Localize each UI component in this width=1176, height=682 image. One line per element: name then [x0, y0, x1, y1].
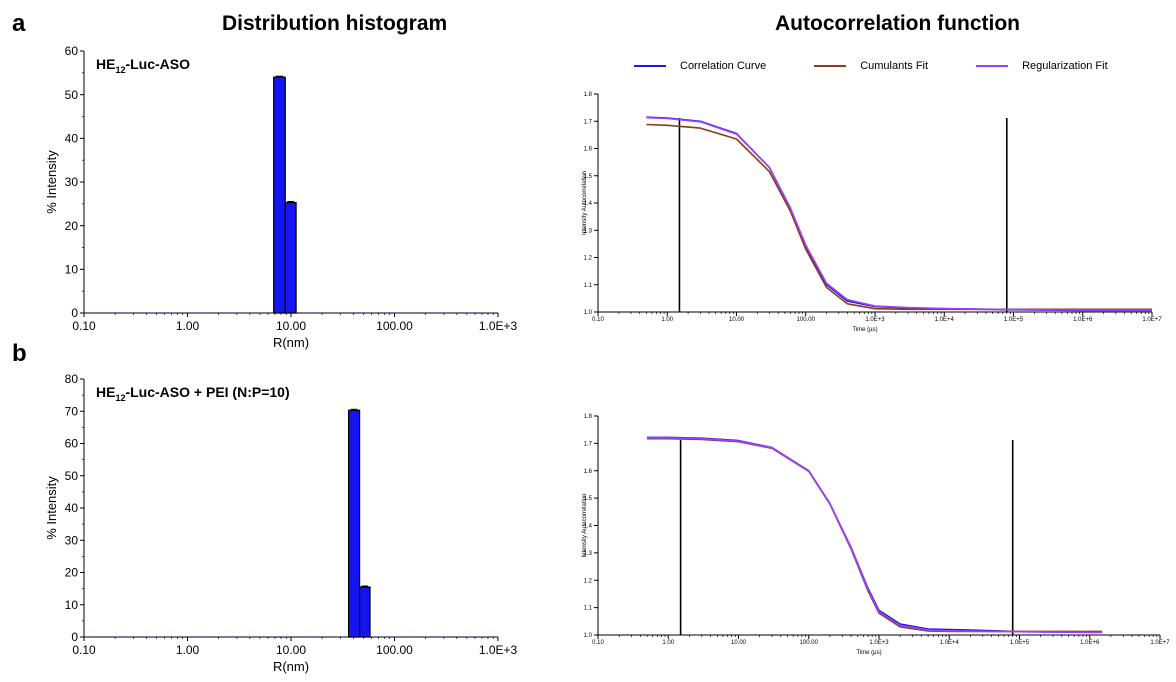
y-tick-label: 1.2: [584, 256, 593, 262]
x-axis-label: Time (µs): [856, 650, 881, 656]
x-tick-label: 0.10: [72, 319, 96, 333]
y-tick-label: 1.5: [584, 174, 593, 180]
panel-letter-b: b: [12, 340, 27, 367]
y-tick-label: 50: [65, 88, 79, 102]
y-tick-label: 1.5: [584, 496, 593, 502]
histogram-bar: [347, 409, 361, 638]
y-axis-label: % Intensity: [44, 150, 59, 214]
series-line: [646, 123, 1152, 311]
x-tick-label: 1.00: [176, 319, 200, 333]
legend-item-correlation-curve: Correlation Curve: [634, 60, 766, 72]
y-tick-label: 10: [65, 598, 79, 612]
y-tick-label: 1.6: [584, 469, 593, 475]
y-axis-label: Intensity Autocorrelation: [582, 171, 588, 235]
distribution-histogram-title: Distribution histogram: [222, 12, 448, 35]
autocorrelation-title: Autocorrelation function: [775, 12, 1020, 35]
x-tick-label: 1.00: [661, 317, 673, 323]
x-tick-label: 1.00: [176, 643, 200, 657]
histogram-bar: [358, 586, 371, 638]
y-axis-label: Intensity Autocorrelation: [582, 493, 588, 557]
panel-letter-a: a: [12, 10, 26, 37]
sample-annotation: HE12-Luc-ASO + PEI (N:P=10): [96, 384, 290, 403]
y-tick-label: 1.0: [584, 633, 593, 639]
y-tick-label: 1.6: [584, 147, 593, 153]
y-tick-label: 1.0: [584, 310, 593, 316]
x-tick-label: 1.0E+5: [1010, 640, 1030, 646]
x-axis-label: R(nm): [273, 335, 309, 350]
x-tick-label: 10.00: [731, 640, 747, 646]
legend-label: Cumulants Fit: [860, 60, 929, 72]
y-tick-label: 1.1: [584, 283, 593, 289]
x-tick-label: 100.00: [376, 319, 413, 333]
x-tick-label: 1.00: [662, 640, 674, 646]
series-line: [646, 116, 1152, 311]
x-tick-label: 1.0E+4: [935, 317, 955, 323]
series-line: [647, 437, 1103, 634]
x-axis-label: Time (µs): [852, 327, 877, 333]
y-tick-label: 40: [65, 132, 79, 146]
legend-swatch: [634, 65, 666, 67]
sample-annotation: HE12-Luc-ASO: [96, 56, 190, 75]
y-tick-label: 70: [65, 404, 79, 418]
x-tick-label: 1.0E+5: [1004, 317, 1024, 323]
y-tick-label: 60: [65, 44, 79, 58]
y-tick-label: 30: [65, 533, 79, 547]
x-tick-label: 1.0E+3: [865, 317, 885, 323]
y-tick-label: 50: [65, 469, 79, 483]
y-tick-label: 60: [65, 437, 79, 451]
x-tick-label: 100.00: [797, 317, 816, 323]
y-tick-label: 30: [65, 175, 79, 189]
x-tick-label: 1.0E+3: [479, 643, 518, 657]
histogram-bar: [284, 201, 297, 314]
x-tick-label: 1.0E+6: [1073, 317, 1093, 323]
legend-swatch: [814, 65, 847, 67]
y-tick-label: 10: [65, 263, 79, 277]
x-tick-label: 0.10: [72, 643, 96, 657]
legend-swatch: [976, 65, 1009, 67]
y-tick-label: 20: [65, 566, 79, 580]
histogram-b: 0.10 1.00 10.00 100.00 1.0E+3 0 10 20 30 40 50 60 70…: [44, 372, 518, 674]
x-tick-label: 100.00: [376, 643, 413, 657]
y-tick-label: 1.4: [584, 201, 593, 207]
histogram-bar: [273, 76, 286, 314]
x-axis-label: R(nm): [273, 659, 309, 674]
x-tick-label: 10.00: [276, 643, 306, 657]
chart-legend: Correlation Curve Cumulants Fit Regulari…: [634, 60, 1156, 72]
x-tick-label: 1.0E+3: [869, 640, 889, 646]
y-tick-label: 1.4: [584, 524, 593, 530]
x-tick-label: 0.10: [592, 317, 604, 323]
y-tick-label: 1.8: [584, 414, 593, 420]
histogram-a: 0.10 1.00 10.00 100.00 1.0E+3 0 10 20 30 40 50 60 R(…: [44, 44, 518, 350]
x-tick-label: 10.00: [276, 319, 306, 333]
y-tick-label: 1.3: [584, 228, 593, 234]
y-tick-label: 1.7: [584, 441, 593, 447]
autocorrelation-b: 0.10 1.00 10.00 100.00 1.0E+3 1.0E+4 1.0E+5 1.0…: [582, 414, 1170, 656]
y-tick-label: 1.8: [584, 92, 593, 98]
y-tick-label: 0: [71, 630, 78, 644]
x-tick-label: 100.00: [800, 640, 819, 646]
legend-item-regularization-fit: Regularization Fit: [976, 60, 1108, 72]
x-tick-label: 0.10: [592, 640, 604, 646]
legend-label: Regularization Fit: [1022, 60, 1108, 72]
y-tick-label: 40: [65, 501, 79, 515]
y-tick-label: 0: [71, 306, 78, 320]
x-tick-label: 1.0E+3: [479, 319, 518, 333]
x-tick-label: 10.00: [729, 317, 745, 323]
autocorrelation-a: 0.10 1.00 10.00 100.00 1.0E+3 1.0E+4 1.0E+5 1.0…: [582, 92, 1162, 333]
y-tick-label: 1.1: [584, 606, 593, 612]
y-tick-label: 1.2: [584, 578, 593, 584]
legend-item-cumulants-fit: Cumulants Fit: [814, 60, 928, 72]
x-tick-label: 1.0E+7: [1142, 317, 1162, 323]
series-line: [646, 116, 1152, 312]
y-tick-label: 1.7: [584, 119, 593, 125]
x-tick-label: 1.0E+6: [1080, 640, 1100, 646]
y-tick-label: 80: [65, 372, 79, 386]
y-axis-label: % Intensity: [44, 476, 59, 540]
x-tick-label: 1.0E+7: [1150, 640, 1170, 646]
y-tick-label: 1.3: [584, 551, 593, 557]
y-tick-label: 20: [65, 219, 79, 233]
legend-label: Correlation Curve: [680, 60, 767, 72]
x-tick-label: 1.0E+4: [940, 640, 960, 646]
